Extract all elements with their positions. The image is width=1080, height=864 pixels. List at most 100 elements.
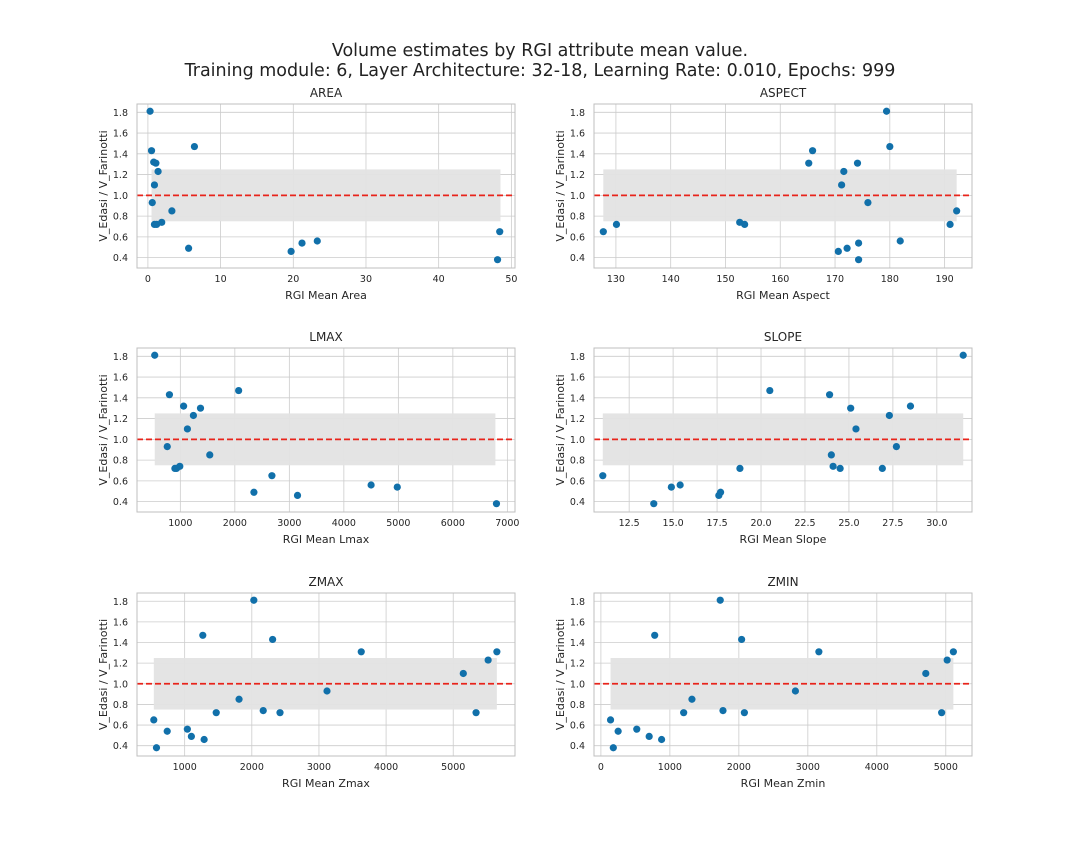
- data-point: [943, 656, 951, 664]
- y-tick-label: 0.8: [113, 700, 128, 711]
- data-point: [189, 411, 198, 420]
- y-tick-label: 1.0: [570, 435, 585, 446]
- data-point: [834, 247, 842, 255]
- y-tick-label: 0.4: [570, 741, 585, 752]
- data-point: [815, 648, 823, 656]
- y-tick-label: 1.2: [113, 170, 128, 181]
- data-point: [158, 218, 166, 226]
- subplot-title: LMAX: [309, 330, 342, 344]
- x-tick-label: 3000: [796, 762, 820, 773]
- data-point: [949, 648, 957, 656]
- y-tick-label: 1.6: [113, 617, 128, 628]
- y-axis-label: V_Edasi / V_Farinotti: [97, 619, 110, 730]
- x-tick-label: 4000: [332, 518, 356, 529]
- data-point: [472, 709, 480, 717]
- plot-frame: [136, 347, 516, 513]
- y-tick-label: 1.6: [570, 373, 585, 384]
- plot-frame: [593, 103, 973, 269]
- y-axis-label: V_Edasi / V_Farinotti: [554, 619, 567, 730]
- y-tick-label: 1.8: [570, 352, 585, 363]
- data-point: [740, 709, 748, 717]
- data-point: [657, 735, 666, 744]
- data-point: [493, 648, 501, 656]
- data-point: [825, 391, 834, 399]
- data-point: [250, 488, 258, 496]
- data-point: [163, 443, 171, 451]
- data-point: [680, 709, 688, 717]
- subplot-title: SLOPE: [764, 330, 802, 344]
- x-tick-label: 190: [936, 274, 954, 285]
- data-point: [357, 648, 365, 656]
- data-point: [847, 404, 855, 412]
- data-point: [459, 669, 467, 678]
- data-point: [609, 744, 617, 752]
- y-tick-label: 0.8: [570, 456, 585, 467]
- x-tick-label: 4000: [374, 762, 398, 773]
- data-point: [716, 488, 725, 496]
- y-tick-label: 1.2: [113, 414, 128, 425]
- y-tick-label: 1.4: [113, 393, 128, 404]
- subplot-title: AREA: [310, 86, 343, 100]
- x-tick-label: 7000: [495, 518, 519, 529]
- data-point: [165, 391, 174, 399]
- data-point: [612, 220, 621, 229]
- data-point: [896, 237, 904, 245]
- y-axis-label: V_Edasi / V_Farinotti: [97, 130, 110, 241]
- data-point: [185, 244, 193, 252]
- subplot-title: ASPECT: [760, 86, 807, 100]
- x-tick-label: 3000: [277, 518, 301, 529]
- data-point: [651, 631, 659, 639]
- x-tick-label: 1000: [658, 762, 682, 773]
- y-tick-label: 0.8: [570, 700, 585, 711]
- x-tick-label: 27.5: [882, 518, 903, 529]
- data-point: [805, 159, 813, 167]
- x-tick-label: 0: [145, 274, 151, 285]
- data-point: [843, 244, 851, 252]
- y-tick-label: 0.6: [113, 232, 128, 243]
- x-tick-label: 17.5: [706, 518, 727, 529]
- x-tick-label: 5000: [386, 518, 410, 529]
- data-point: [836, 464, 844, 473]
- y-tick-label: 0.8: [113, 456, 128, 467]
- x-tick-label: 6000: [441, 518, 465, 529]
- data-point: [738, 635, 746, 644]
- y-tick-label: 1.8: [113, 597, 128, 608]
- data-point: [367, 481, 375, 489]
- data-point: [187, 732, 195, 740]
- y-tick-label: 1.4: [570, 149, 585, 160]
- data-point: [716, 596, 724, 604]
- subplot-aspect: 130 140 150 160 170 180 190 0.4 0.6 0.8 1.0 1.2 1.4 1…: [554, 86, 973, 302]
- data-point: [892, 443, 901, 451]
- x-tick-label: 2000: [240, 762, 264, 773]
- subplot-title: ZMAX: [308, 575, 343, 589]
- data-point: [886, 142, 894, 151]
- data-point: [268, 472, 276, 480]
- y-tick-label: 1.6: [113, 129, 128, 140]
- data-point: [855, 256, 863, 264]
- y-tick-label: 1.0: [570, 191, 585, 202]
- y-tick-label: 0.6: [570, 721, 585, 732]
- data-point: [152, 744, 161, 752]
- x-tick-label: 1000: [173, 762, 197, 773]
- data-point: [852, 425, 860, 433]
- plot-frame: [136, 592, 516, 757]
- x-tick-label: 160: [771, 274, 789, 285]
- x-tick-label: 130: [607, 274, 625, 285]
- subplot-area: 0 10 20 30 40 50 0.4 0.6 0.8 1.0 1.2 1.4 1.6 1.8 AREA R…: [97, 86, 517, 302]
- y-tick-label: 0.8: [113, 212, 128, 223]
- x-tick-label: 140: [662, 274, 680, 285]
- x-tick-label: 2000: [223, 518, 247, 529]
- data-point: [791, 687, 800, 695]
- subplot-grid: 0 10 20 30 40 50 0.4 0.6 0.8 1.0 1.2 1.4 1.6 1.8 AREA R…: [97, 86, 973, 790]
- figure-title-line2: Training module: 6, Layer Architecture: …: [184, 61, 896, 81]
- data-point: [147, 147, 156, 155]
- y-tick-label: 0.4: [113, 253, 128, 264]
- y-tick-label: 1.2: [570, 170, 585, 181]
- data-point: [154, 167, 162, 176]
- data-point: [150, 716, 158, 724]
- data-point: [838, 181, 846, 189]
- data-point: [885, 411, 893, 420]
- data-point: [148, 199, 156, 207]
- data-point: [741, 220, 749, 229]
- x-tick-label: 30.0: [926, 518, 947, 529]
